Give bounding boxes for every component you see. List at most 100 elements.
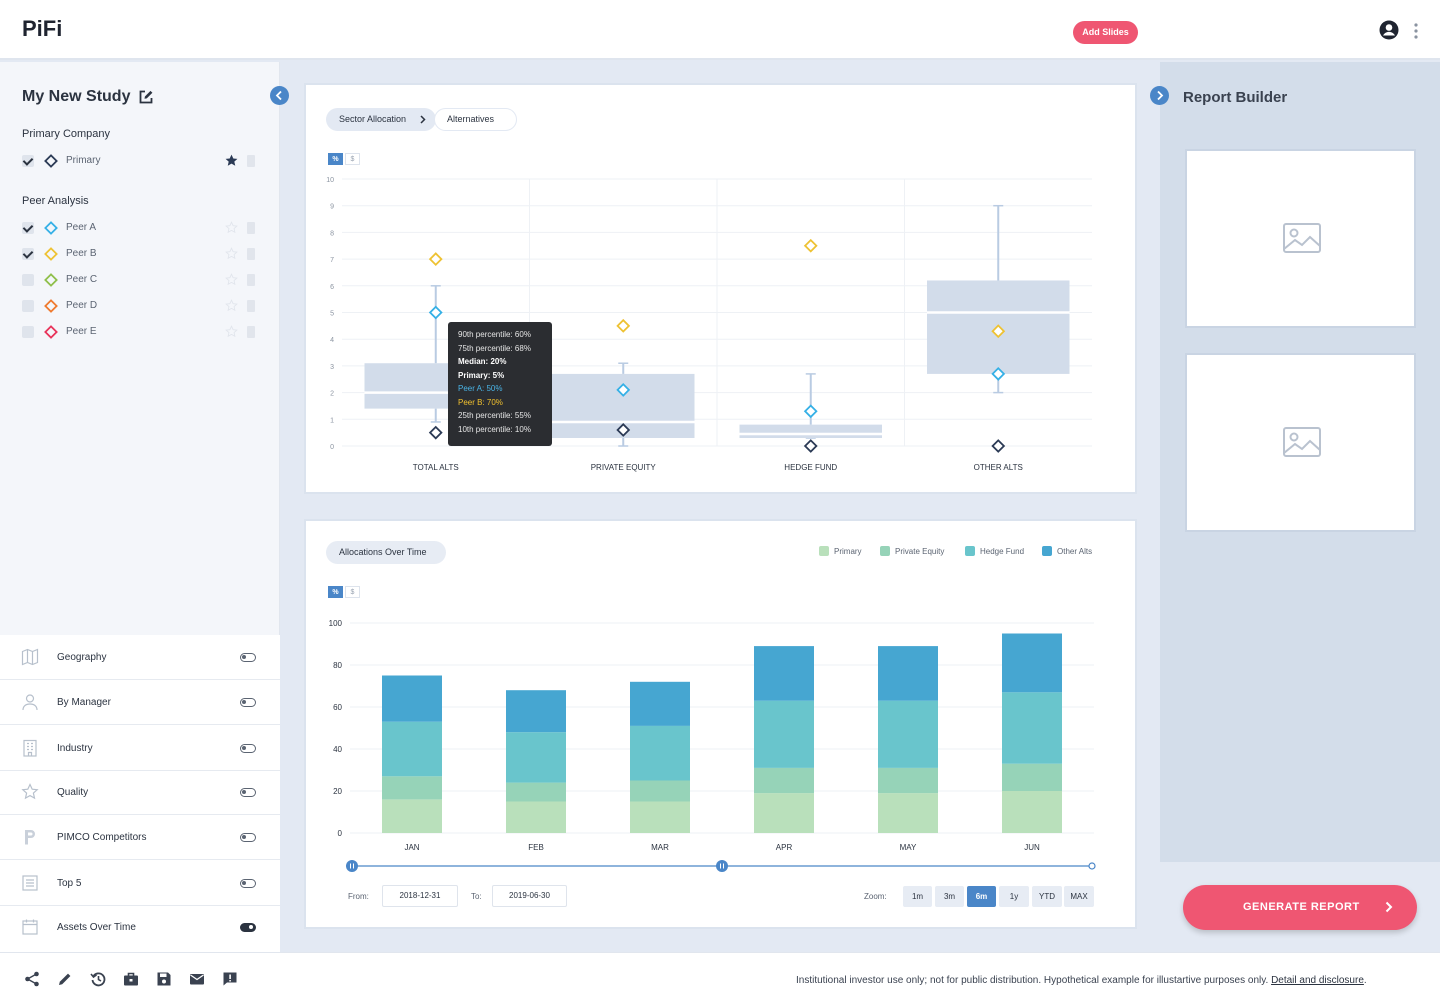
filter-label: By Manager <box>57 697 111 708</box>
to-date-input[interactable]: 2019-06-30 <box>492 885 567 907</box>
delete-icon[interactable] <box>245 325 257 338</box>
filter-toggle[interactable] <box>240 744 256 753</box>
category-label: MAY <box>900 843 917 852</box>
favorite-star-icon[interactable] <box>224 246 239 261</box>
peer-row[interactable]: Peer C <box>22 271 262 289</box>
category-label: OTHER ALTS <box>974 463 1023 472</box>
add-slides-button[interactable]: Add Slides <box>1073 21 1138 44</box>
zoom-1y-button[interactable]: 1y <box>999 886 1029 907</box>
primary-company-label: Primary Company <box>22 128 111 140</box>
peer-checkbox[interactable] <box>22 222 34 234</box>
share-icon[interactable] <box>24 971 40 987</box>
delete-icon[interactable] <box>245 154 257 167</box>
series-point-marker <box>616 383 631 397</box>
collapse-report-builder-button[interactable] <box>1150 86 1169 105</box>
category-label: JUN <box>1024 843 1040 852</box>
unit-toggle[interactable]: % $ <box>328 586 362 598</box>
calendar-icon <box>22 919 38 935</box>
category-label: MAR <box>651 843 669 852</box>
delete-icon[interactable] <box>245 299 257 312</box>
category-label: PRIVATE EQUITY <box>591 463 657 472</box>
filter-by-manager[interactable]: By Manager <box>0 680 280 725</box>
filter-toggle[interactable] <box>240 653 256 662</box>
favorite-star-icon[interactable] <box>224 153 239 168</box>
app-logo: PiFi <box>22 16 63 41</box>
unit-toggle[interactable]: % $ <box>328 153 362 165</box>
filter-list: Geography By Manager Industry Quality PI… <box>0 635 280 952</box>
mail-icon[interactable] <box>189 971 205 987</box>
peer-checkbox[interactable] <box>22 248 34 260</box>
filter-geography[interactable]: Geography <box>0 635 280 680</box>
category-label: TOTAL ALTS <box>413 463 459 472</box>
bar-segment <box>382 675 442 722</box>
range-slider[interactable] <box>344 857 1098 875</box>
delete-icon[interactable] <box>245 221 257 234</box>
pencil-icon[interactable] <box>57 971 73 987</box>
slider-handle-start[interactable] <box>346 860 358 872</box>
delete-icon[interactable] <box>245 247 257 260</box>
bar-segment <box>754 793 814 833</box>
y-tick-label: 10 <box>326 177 334 184</box>
zoom-6m-button[interactable]: 6m <box>967 886 996 907</box>
zoom-ytd-button[interactable]: YTD <box>1032 886 1062 907</box>
feedback-icon[interactable] <box>222 971 238 987</box>
breadcrumb-sector-allocation[interactable]: Sector Allocation <box>326 108 436 131</box>
zoom-3m-button[interactable]: 3m <box>935 886 964 907</box>
filter-toggle[interactable] <box>240 788 256 797</box>
allocations-title-pill[interactable]: Allocations Over Time <box>326 541 446 564</box>
filter-toggle[interactable] <box>240 879 256 888</box>
peer-row[interactable]: Peer E <box>22 323 262 341</box>
slide-thumbnail[interactable] <box>1185 353 1416 532</box>
bar-segment <box>506 801 566 833</box>
peer-checkbox[interactable] <box>22 274 34 286</box>
filter-toggle[interactable] <box>240 923 256 932</box>
more-menu-icon[interactable] <box>1410 22 1422 40</box>
edit-title-icon[interactable] <box>138 89 154 105</box>
slider-end-marker <box>1088 862 1096 870</box>
filter-toggle[interactable] <box>240 833 256 842</box>
slider-handle-end[interactable] <box>716 860 728 872</box>
slide-thumbnail[interactable] <box>1185 149 1416 328</box>
favorite-star-icon[interactable] <box>224 272 239 287</box>
filter-top-5[interactable]: Top 5 <box>0 861 280 906</box>
filter-label: Industry <box>57 743 93 754</box>
briefcase-icon[interactable] <box>123 971 139 987</box>
peer-row[interactable]: Peer B <box>22 245 262 263</box>
primary-company-row[interactable]: Primary <box>22 152 262 170</box>
from-label: From: <box>348 892 369 901</box>
favorite-star-icon[interactable] <box>224 324 239 339</box>
y-tick-label: 2 <box>330 391 334 398</box>
primary-checkbox[interactable] <box>22 155 34 167</box>
delete-icon[interactable] <box>245 273 257 286</box>
filter-quality[interactable]: Quality <box>0 770 280 815</box>
generate-report-button[interactable]: GENERATE REPORT <box>1183 885 1417 930</box>
bar-segment <box>630 801 690 833</box>
peer-checkbox[interactable] <box>22 326 34 338</box>
percent-unit-button[interactable]: % <box>328 586 343 598</box>
user-account-icon[interactable] <box>1379 20 1399 40</box>
filter-toggle[interactable] <box>240 698 256 707</box>
bar-segment <box>630 725 690 781</box>
y-tick-label: 1 <box>330 417 334 424</box>
dollar-unit-button[interactable]: $ <box>345 586 360 598</box>
breadcrumb-alternatives[interactable]: Alternatives <box>434 108 517 131</box>
footer-toolbar: Institutional investor use only; not for… <box>0 952 1440 1005</box>
history-icon[interactable] <box>90 971 106 987</box>
peer-row[interactable]: Peer D <box>22 297 262 315</box>
y-tick-label: 3 <box>330 364 334 371</box>
from-date-input[interactable]: 2018-12-31 <box>382 885 458 907</box>
favorite-star-icon[interactable] <box>224 298 239 313</box>
zoom-1m-button[interactable]: 1m <box>903 886 932 907</box>
favorite-star-icon[interactable] <box>224 220 239 235</box>
filter-assets-over-time[interactable]: Assets Over Time <box>0 905 280 950</box>
percent-unit-button[interactable]: % <box>328 153 343 165</box>
dollar-unit-button[interactable]: $ <box>345 153 360 165</box>
peer-row[interactable]: Peer A <box>22 219 262 237</box>
disclosure-link[interactable]: Detail and disclosure <box>1271 975 1364 986</box>
save-icon[interactable] <box>156 971 172 987</box>
collapse-sidebar-button[interactable] <box>270 86 289 105</box>
filter-pimco-competitors[interactable]: PIMCO Competitors <box>0 815 280 860</box>
peer-checkbox[interactable] <box>22 300 34 312</box>
filter-industry[interactable]: Industry <box>0 726 280 771</box>
zoom-max-button[interactable]: MAX <box>1064 886 1094 907</box>
